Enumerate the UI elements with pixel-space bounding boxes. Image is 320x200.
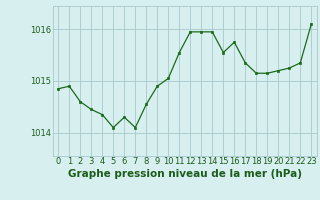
X-axis label: Graphe pression niveau de la mer (hPa): Graphe pression niveau de la mer (hPa): [68, 169, 302, 179]
